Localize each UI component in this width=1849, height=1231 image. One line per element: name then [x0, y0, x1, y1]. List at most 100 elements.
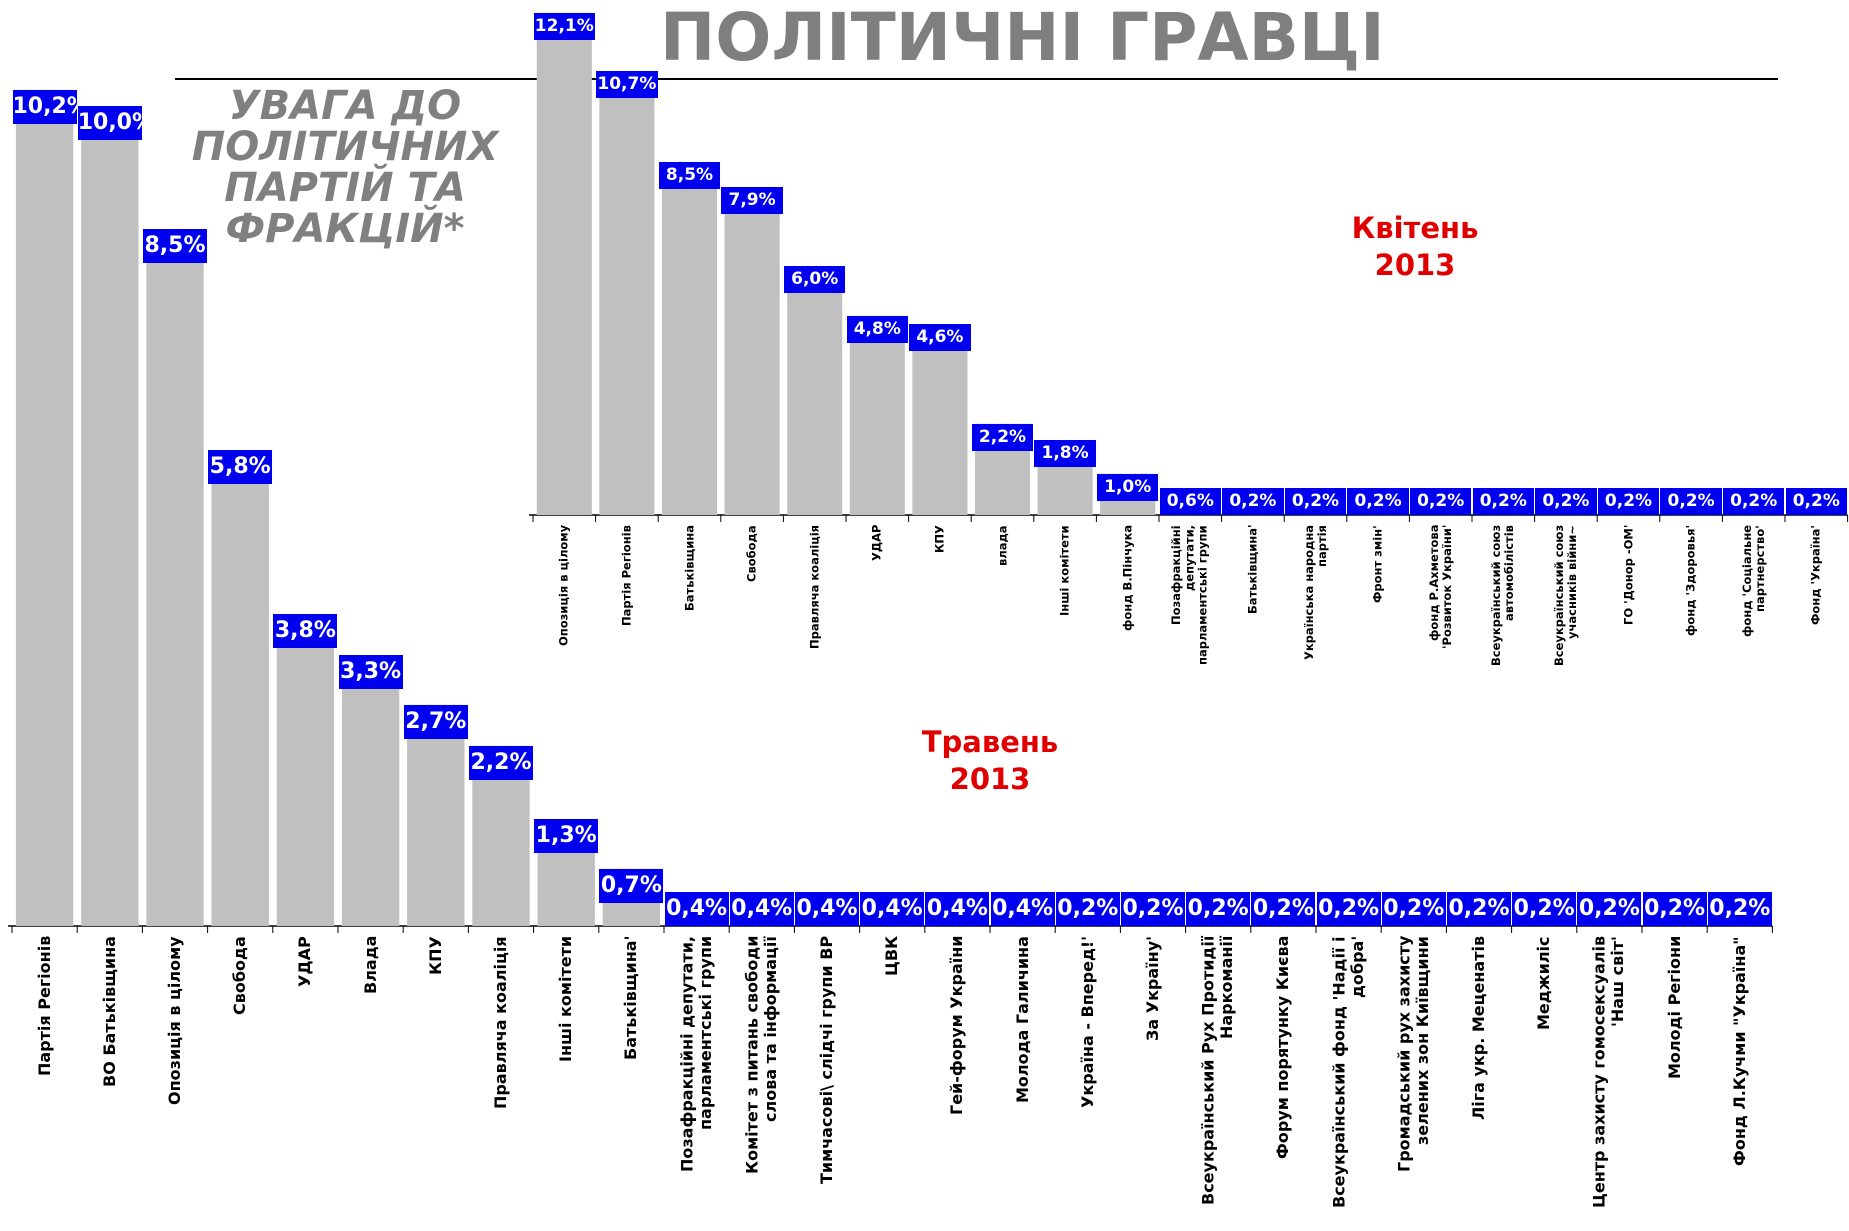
- x-tick-label: Фронт змін': [1370, 525, 1385, 603]
- value-label: 10,7%: [596, 70, 658, 98]
- value-label: 2,2%: [971, 423, 1034, 451]
- x-tick-label: Молода Галичина: [1012, 936, 1032, 1103]
- x-tick-label: Молоді Регіони: [1664, 936, 1684, 1080]
- x-tick-label: Батьківщина': [1245, 525, 1260, 615]
- value-label: 0,2%: [1251, 892, 1316, 926]
- bar: [849, 315, 905, 515]
- x-tick-label: Всеукраїнський союз автомобілістів: [1489, 525, 1517, 667]
- value-label: 0,6%: [1159, 488, 1222, 515]
- value-label: 0,2%: [1577, 892, 1642, 926]
- value-label: 0,2%: [1120, 892, 1186, 926]
- value-label: 0,2%: [1660, 488, 1722, 515]
- x-tick-label: Форум порятунку Києва: [1273, 936, 1293, 1160]
- value-label: 10,0%: [77, 106, 142, 140]
- x-tick-label: Всеукраїнський фонд 'Надії і добра': [1329, 936, 1367, 1208]
- x-tick-label: Фонд 'Україна': [1808, 525, 1823, 625]
- value-label: 6,0%: [783, 266, 846, 293]
- value-label: 8,5%: [658, 162, 721, 190]
- value-label: 0,4%: [794, 892, 860, 926]
- x-tick-label: Позафракційні депутати, парламентські гр…: [1169, 525, 1210, 665]
- x-tick-label: За Україну': [1142, 936, 1162, 1042]
- x-tick-label: ВО Батьківщина: [99, 936, 119, 1087]
- value-label: 0,2%: [1316, 892, 1381, 926]
- x-tick-label: УДАР: [869, 525, 884, 562]
- bar: [211, 450, 269, 926]
- x-tick-label: фонд 'Здоровья': [1683, 525, 1698, 637]
- bar: [15, 89, 74, 927]
- x-tick-label: Меджиліс: [1533, 936, 1553, 1030]
- bar: [341, 655, 400, 926]
- x-tick-label: Опозиція в цілому: [556, 525, 571, 647]
- bar: [912, 324, 968, 515]
- value-label: 0,2%: [1785, 488, 1848, 515]
- x-tick-label: ЦВК: [881, 936, 901, 977]
- value-label: 0,2%: [1284, 488, 1347, 515]
- chart-title: Квітень 2013: [1351, 211, 1479, 282]
- x-tick-label: Гей-форум України: [947, 936, 967, 1116]
- x-tick-label: Партія Регіонів: [34, 936, 54, 1077]
- x-tick-label: Свобода: [744, 525, 759, 582]
- value-label: 0,2%: [1446, 892, 1512, 926]
- value-label: 1,8%: [1034, 440, 1096, 468]
- value-label: 0,2%: [1597, 488, 1660, 515]
- x-tick-label: Україна - Вперед!': [1077, 936, 1097, 1109]
- x-tick-label: Ліга укр. Меценатів: [1468, 936, 1488, 1121]
- value-label: 0,7%: [599, 868, 664, 903]
- value-label: 0,4%: [729, 892, 794, 926]
- x-tick-label: Українська народна партія: [1301, 525, 1329, 661]
- value-label: 1,3%: [534, 819, 599, 854]
- value-label: 10,2%: [12, 89, 77, 124]
- x-tick-label: фонд 'Соціальне партнерство': [1739, 525, 1767, 638]
- value-label: 0,2%: [1722, 488, 1785, 515]
- value-label: 2,7%: [403, 704, 468, 739]
- x-tick-label: КПУ: [425, 936, 445, 975]
- value-label: 0,2%: [1535, 488, 1597, 515]
- x-tick-label: влада: [994, 525, 1009, 566]
- bar: [276, 614, 335, 926]
- x-tick-label: фонд Р.Ахметова 'Розвиток України': [1426, 525, 1454, 650]
- x-tick-label: Комітет з питань свободи слова та інформ…: [742, 936, 780, 1175]
- x-tick-label: Партія Регіонів: [619, 525, 634, 626]
- x-tick-label: Правляча коаліція: [490, 936, 510, 1109]
- x-tick-label: Всеукраїнський союз учасників війни~: [1551, 525, 1579, 667]
- x-tick-label: Свобода: [229, 936, 249, 1015]
- x-tick-label: КПУ: [932, 525, 947, 553]
- x-tick-label: УДАР: [295, 936, 315, 987]
- value-label: 0,2%: [1472, 488, 1535, 515]
- x-tick-label: Батьківщина: [681, 525, 696, 611]
- x-tick-label: Інші комітети: [1057, 525, 1072, 616]
- x-tick-label: Правляча коаліція: [807, 525, 822, 650]
- bar: [146, 229, 204, 926]
- value-label: 7,9%: [721, 187, 783, 215]
- x-tick-label: фонд В.Пінчука: [1120, 525, 1135, 632]
- chart-title: Травень 2013: [921, 725, 1059, 796]
- value-label: 3,3%: [338, 655, 403, 690]
- page-title: ПОЛІТИЧНІ ГРАВЦІ: [660, 0, 1385, 76]
- x-tick-label: Позафракційні депутати, парламентські гр…: [677, 936, 715, 1173]
- value-label: 12,1%: [533, 12, 596, 40]
- value-label: 0,4%: [925, 892, 990, 926]
- bar: [787, 266, 843, 515]
- value-label: 0,2%: [1381, 892, 1446, 926]
- x-tick-label: Громадський рух захисту зелених зон Київ…: [1394, 936, 1432, 1173]
- bar: [81, 106, 139, 926]
- value-label: 0,4%: [860, 892, 925, 926]
- value-label: 0,4%: [990, 892, 1055, 926]
- x-tick-label: Опозиція в цілому: [164, 936, 184, 1105]
- bar: [724, 187, 780, 515]
- x-tick-label: ГО 'Донор -ОМ': [1620, 525, 1635, 626]
- x-tick-label: Інші комітети: [555, 936, 575, 1063]
- value-label: 4,6%: [909, 324, 971, 352]
- value-label: 5,8%: [208, 450, 273, 485]
- value-label: 0,2%: [1055, 892, 1120, 926]
- x-tick-label: Фонд Л.Кучми "Україна": [1729, 936, 1749, 1166]
- value-label: 0,2%: [1409, 488, 1472, 515]
- value-label: 0,2%: [1222, 488, 1284, 515]
- value-label: 3,8%: [273, 614, 338, 649]
- bar: [536, 12, 592, 515]
- value-label: 2,2%: [468, 745, 534, 780]
- x-tick-label: Влада: [360, 936, 380, 995]
- value-label: 0,2%: [1642, 892, 1707, 926]
